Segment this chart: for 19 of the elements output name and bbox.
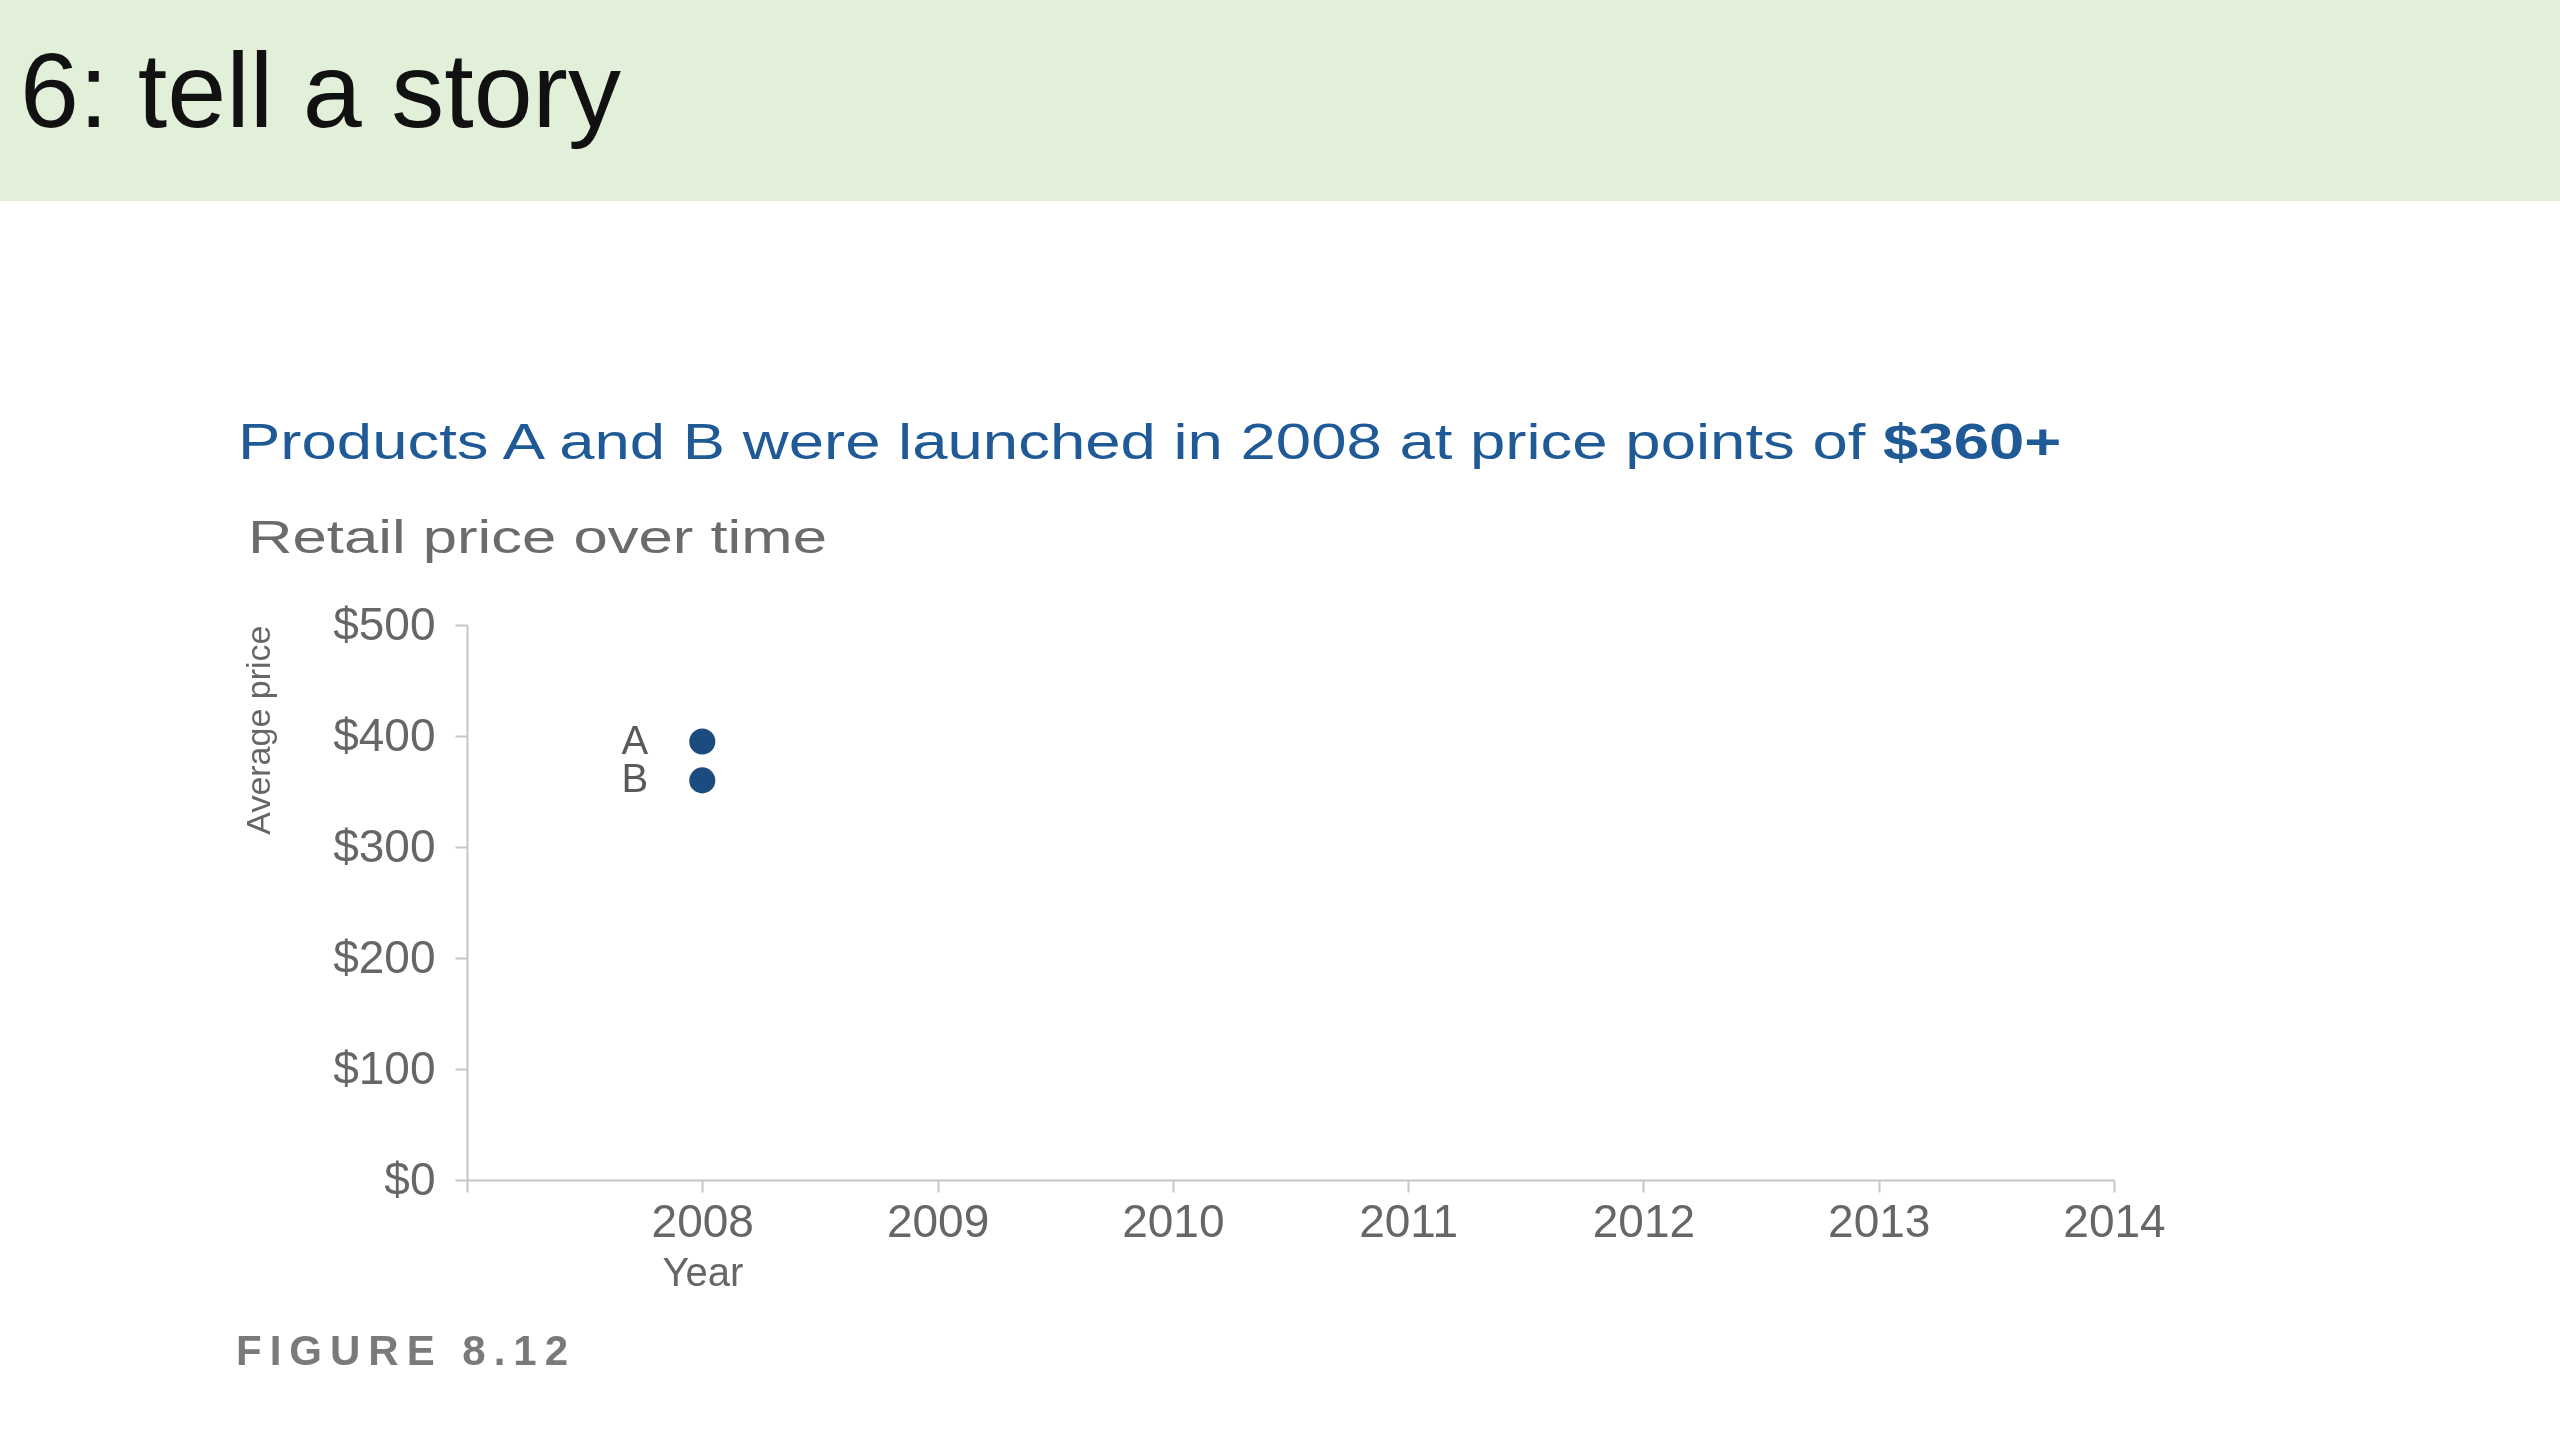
text: 6: tell a story <box>20 31 621 149</box>
y-tick-label: $400 <box>333 708 436 761</box>
x-tick-label: 2010 <box>1122 1194 1225 1247</box>
x-tick-label: 2014 <box>2063 1194 2166 1247</box>
y-tick-label: $100 <box>333 1041 436 1094</box>
x-tick-label: 2013 <box>1828 1194 1931 1247</box>
y-tick-label: $0 <box>384 1152 436 1205</box>
y-tick-label: $300 <box>333 819 436 872</box>
y-tick-label: $200 <box>333 930 436 983</box>
x-tick-label: 2009 <box>886 1194 990 1247</box>
chart-subtitle: Retail price over time <box>248 510 827 565</box>
chart-title: Products A and B were launched in 2008 at price points of $360+ <box>238 413 2062 472</box>
x-tick-label: 2008 <box>651 1194 754 1247</box>
y-axis-title: Average price <box>239 625 278 835</box>
x-tick-label: 2011 <box>1359 1194 1459 1247</box>
x-axis-title: Year <box>662 1249 744 1294</box>
caption: FIGURE 8.12 <box>236 1326 577 1376</box>
y-tick-label: $500 <box>333 597 436 650</box>
x-tick-label: 2012 <box>1592 1194 1696 1247</box>
